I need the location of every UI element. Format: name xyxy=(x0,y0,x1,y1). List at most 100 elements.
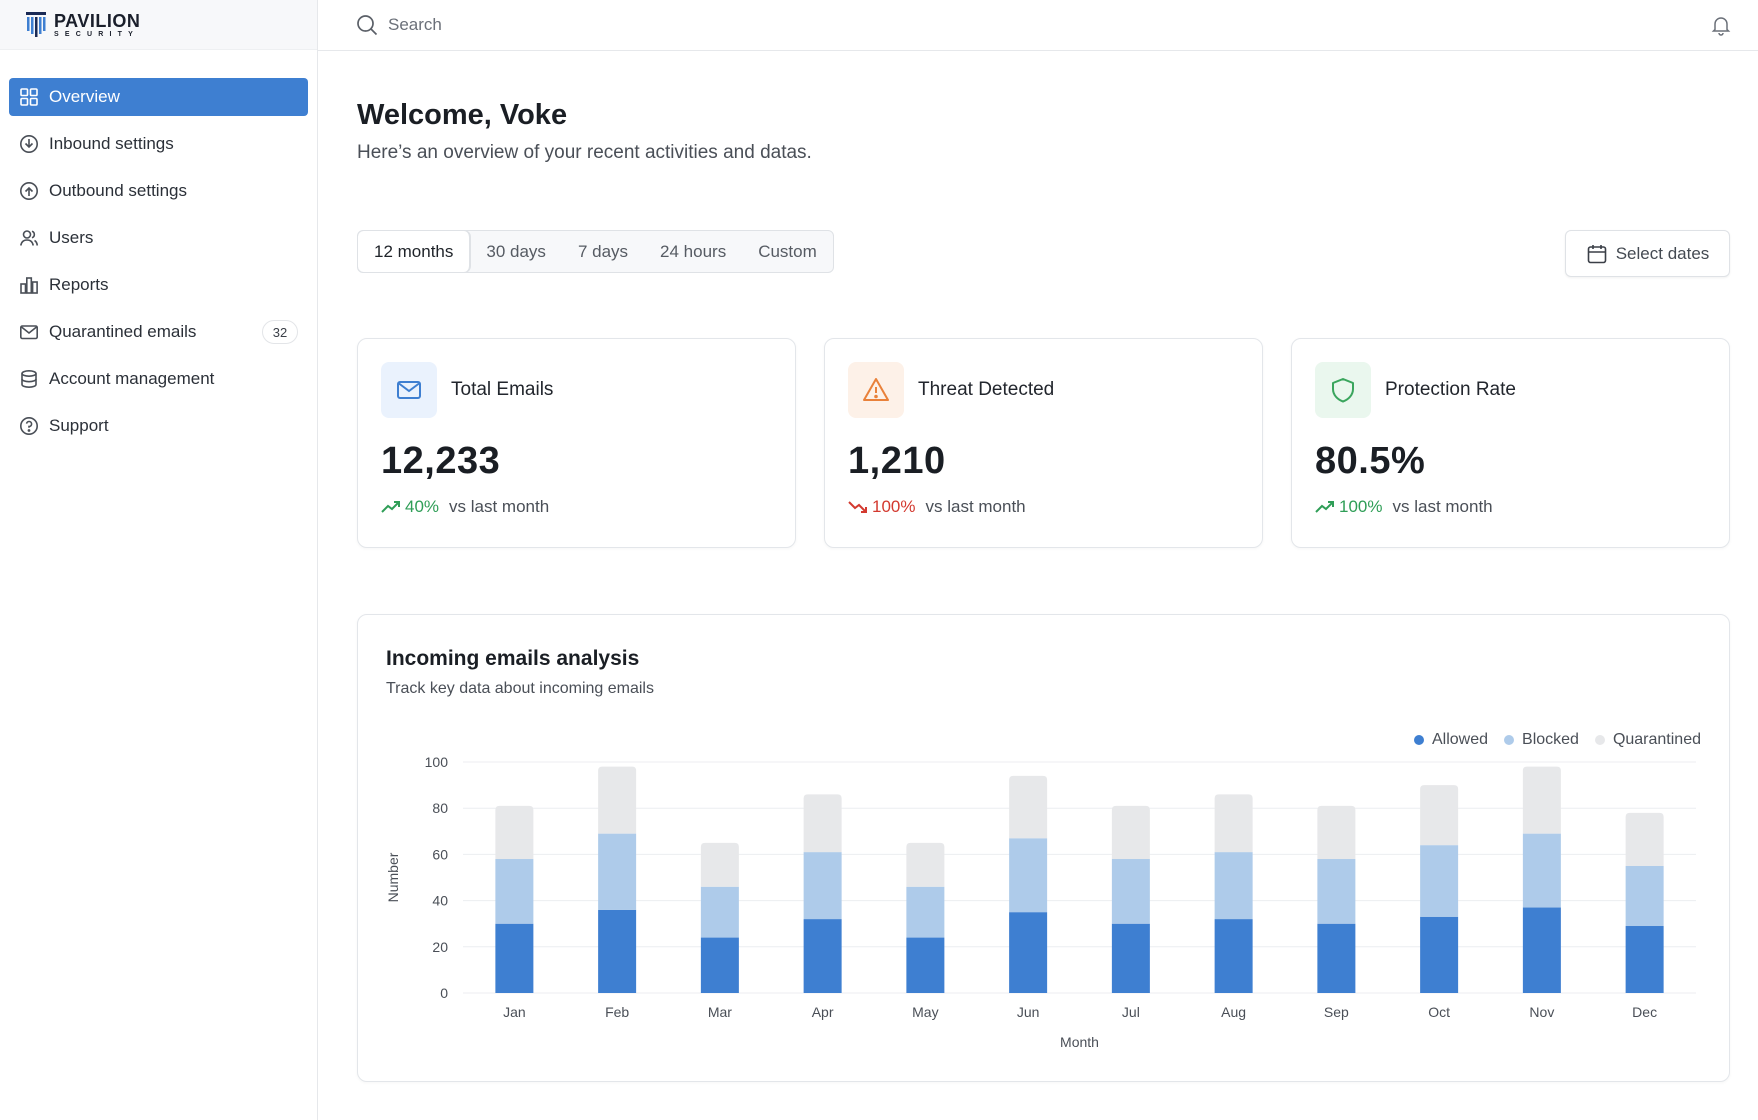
trend-down-icon xyxy=(848,501,867,513)
bar-blocked-dec xyxy=(1625,865,1664,927)
search-icon xyxy=(357,15,378,36)
bar-chart-icon xyxy=(19,275,39,295)
sidebar-item-reports[interactable]: Reports xyxy=(9,266,308,304)
bar-quarantined-sep xyxy=(1317,805,1356,860)
bar-blocked-apr xyxy=(803,852,842,920)
mail-icon xyxy=(381,362,437,418)
sidebar-item-label: Quarantined emails xyxy=(49,322,197,341)
stat-title: Total Emails xyxy=(451,379,554,400)
x-tick-label: Mar xyxy=(708,1004,732,1020)
upload-circle-icon xyxy=(19,181,39,201)
warning-icon xyxy=(848,362,904,418)
bar-blocked-mar xyxy=(700,886,739,938)
sidebar-item-account-management[interactable]: Account management xyxy=(9,360,308,398)
help-circle-icon xyxy=(19,416,39,436)
sidebar: PAVILION SECURITY Overview Inbound setti… xyxy=(0,0,318,1120)
bar-quarantined-jul xyxy=(1111,805,1150,860)
legend-item-allowed[interactable]: Allowed xyxy=(1413,731,1489,749)
bar-allowed-mar xyxy=(700,937,739,993)
sidebar-item-outbound-settings[interactable]: Outbound settings xyxy=(9,172,308,210)
stat-title: Threat Detected xyxy=(918,379,1055,400)
bar-quarantined-oct xyxy=(1420,785,1459,846)
legend-dot xyxy=(1504,735,1515,745)
bar-quarantined-jun xyxy=(1009,775,1048,839)
trend-up-icon xyxy=(381,501,400,513)
brand-name: PAVILION xyxy=(54,10,141,31)
bar-blocked-may xyxy=(906,886,945,938)
brand-tagline: SECURITY xyxy=(54,30,139,38)
stat-compare: vs last month xyxy=(449,497,550,516)
x-tick-label: Dec xyxy=(1632,1004,1657,1020)
bar-allowed-jan xyxy=(495,923,534,993)
x-tick-label: Aug xyxy=(1221,1004,1246,1020)
stat-value: 12,233 xyxy=(381,440,501,482)
sidebar-item-overview[interactable]: Overview xyxy=(9,78,308,116)
sidebar-item-label: Outbound settings xyxy=(49,181,187,200)
legend-item-blocked[interactable]: Blocked xyxy=(1504,731,1579,749)
sidebar-item-users[interactable]: Users xyxy=(9,219,308,257)
main-content: Welcome, Voke Here’s an overview of your… xyxy=(357,51,1730,1082)
range-custom[interactable]: Custom xyxy=(758,241,817,261)
x-axis-label: Month xyxy=(1060,1034,1099,1050)
y-axis-label: Number xyxy=(385,852,401,902)
page-subtitle: Here’s an overview of your recent activi… xyxy=(357,142,812,163)
bar-blocked-oct xyxy=(1420,845,1459,917)
x-tick-label: Jun xyxy=(1017,1004,1040,1020)
download-circle-icon xyxy=(19,134,39,154)
x-tick-label: Apr xyxy=(812,1004,834,1020)
bell-icon[interactable] xyxy=(1710,14,1732,36)
bar-quarantined-mar xyxy=(700,842,739,887)
x-tick-label: Feb xyxy=(605,1004,629,1020)
y-tick-label: 80 xyxy=(432,800,448,816)
database-icon xyxy=(19,369,39,389)
bar-allowed-nov xyxy=(1522,907,1561,993)
bar-allowed-feb xyxy=(598,909,637,993)
stat-value: 80.5% xyxy=(1315,440,1426,482)
range-30-days[interactable]: 30 days xyxy=(486,241,546,261)
legend-label: Blocked xyxy=(1522,731,1579,748)
legend-item-quarantined[interactable]: Quarantined xyxy=(1594,731,1701,749)
y-tick-label: 20 xyxy=(432,939,448,955)
pavilion-logo-icon xyxy=(26,11,46,37)
x-tick-label: Jan xyxy=(503,1004,526,1020)
calendar-icon xyxy=(1587,244,1607,263)
y-tick-label: 60 xyxy=(432,846,448,862)
x-tick-label: Nov xyxy=(1529,1004,1554,1020)
legend-label: Allowed xyxy=(1431,731,1489,748)
bar-allowed-aug xyxy=(1214,919,1253,993)
bar-quarantined-feb xyxy=(598,766,637,834)
bar-allowed-apr xyxy=(803,919,842,993)
sidebar-item-label: Overview xyxy=(49,87,120,106)
chart-title: Incoming emails analysis xyxy=(386,647,640,670)
bar-blocked-feb xyxy=(598,833,637,910)
sidebar-item-inbound-settings[interactable]: Inbound settings xyxy=(9,125,308,163)
x-tick-label: May xyxy=(912,1004,938,1020)
time-range-selector: 12 months 30 days 7 days 24 hours Custom xyxy=(357,230,834,273)
x-tick-label: Oct xyxy=(1428,1004,1450,1020)
legend-dot xyxy=(1413,735,1424,745)
sidebar-item-label: Support xyxy=(49,416,109,435)
legend-dot xyxy=(1594,735,1605,745)
legend-label: Quarantined xyxy=(1612,731,1701,748)
bar-allowed-oct xyxy=(1420,916,1459,993)
bar-blocked-jan xyxy=(495,859,534,924)
stacked-bar-chart: 0 20 40 60 80 100 Jan Feb Mar Apr May Jun Jul Aug Sep O… xyxy=(385,754,1696,1050)
bar-quarantined-aug xyxy=(1214,794,1253,853)
stat-card-protection-rate: Protection Rate 80.5% 100% vs last month xyxy=(1291,338,1730,548)
sidebar-item-label: Users xyxy=(49,228,94,247)
range-7-days[interactable]: 7 days xyxy=(577,241,629,261)
stat-card-total-emails: Total Emails 12,233 40% vs last month xyxy=(357,338,796,548)
users-icon xyxy=(19,228,39,248)
stat-delta: 100% xyxy=(1339,497,1383,516)
sidebar-nav: Overview Inbound settings Outbound setti… xyxy=(0,50,317,445)
search-input[interactable] xyxy=(388,15,788,35)
range-12-months[interactable]: 12 months xyxy=(358,231,471,272)
bar-allowed-may xyxy=(906,937,945,993)
y-tick-label: 40 xyxy=(432,893,448,909)
sidebar-item-quarantined-emails[interactable]: Quarantined emails 32 xyxy=(9,313,308,351)
select-dates-button[interactable]: Select dates xyxy=(1565,230,1730,277)
sidebar-item-support[interactable]: Support xyxy=(9,407,308,445)
sidebar-item-label: Reports xyxy=(49,275,109,294)
range-24-hours[interactable]: 24 hours xyxy=(660,241,727,261)
logo[interactable]: PAVILION SECURITY xyxy=(0,0,317,50)
